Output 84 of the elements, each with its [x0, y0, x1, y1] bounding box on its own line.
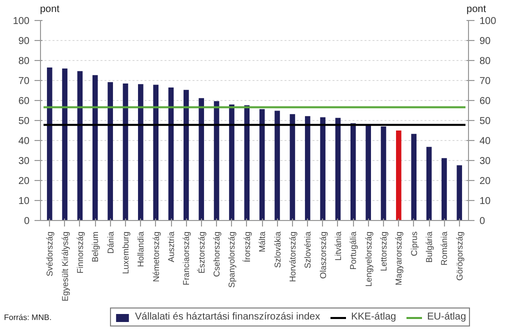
bar — [77, 71, 83, 220]
y2-tick-label: 80 — [480, 56, 492, 67]
y2-tick-label: 70 — [480, 76, 492, 87]
y-tick-label: 20 — [18, 176, 30, 187]
y-tick-label: 0 — [24, 216, 30, 227]
bar — [335, 118, 341, 220]
bar — [122, 84, 128, 220]
x-tick-label: Lengyelország — [363, 231, 374, 287]
legend-label: EU-átlag — [427, 312, 466, 322]
x-tick-label: Lettország — [378, 231, 389, 272]
bar — [259, 109, 265, 220]
bar — [138, 84, 144, 220]
y-tick-label: 50 — [18, 116, 30, 127]
y2-tick-label: 40 — [480, 136, 492, 147]
y2-tick-label: 90 — [480, 36, 492, 47]
y2-tick-label: 60 — [480, 96, 492, 107]
bar — [411, 134, 417, 220]
y-tick-label: 80 — [18, 56, 30, 67]
bar — [168, 88, 174, 220]
bar — [92, 75, 98, 220]
x-tick-label: Dánia — [105, 231, 116, 254]
x-tick-label: Spanyolország — [226, 231, 237, 288]
bar — [108, 82, 113, 220]
bar — [456, 165, 462, 220]
y-tick-label: 90 — [18, 36, 30, 47]
bar — [426, 146, 432, 220]
x-tick-label: Görögország — [454, 231, 464, 281]
x-tick-label: Szlovákia — [272, 231, 282, 268]
legend-label: KKE-átlag — [351, 312, 396, 322]
x-tick-label: Magyarország — [394, 231, 404, 286]
bar — [366, 124, 371, 220]
bar — [350, 123, 356, 220]
x-tick-label: Szlovénia — [302, 231, 313, 268]
bar — [244, 105, 250, 220]
y2-tick-label: 50 — [480, 116, 492, 127]
y2-tick-label: 0 — [480, 216, 486, 227]
y2-tick-label: 30 — [480, 156, 492, 167]
bar — [214, 101, 220, 220]
bar — [304, 116, 310, 220]
bar — [442, 158, 447, 220]
y2-axis-title: pont — [466, 3, 486, 17]
bar — [380, 126, 386, 220]
bar — [62, 68, 68, 220]
bar — [290, 114, 296, 220]
x-tick-label: Csehország — [212, 231, 222, 277]
bar — [320, 117, 326, 220]
x-tick-label: Észtország — [196, 231, 206, 274]
y2-tick-label: 20 — [480, 176, 492, 187]
bar — [229, 104, 234, 220]
x-tick-label: Hollandia — [136, 231, 146, 267]
x-tick-label: Egyesült Királyság — [60, 231, 70, 302]
y-axis-title: pont — [40, 3, 60, 17]
x-tick-label: Románia — [439, 231, 450, 266]
y2-tick-label: 100 — [480, 16, 497, 27]
x-tick-label: Franciaország — [181, 231, 192, 286]
x-tick-label: Írország — [242, 231, 252, 262]
y-tick-label: 60 — [18, 96, 30, 107]
y-tick-label: 70 — [18, 76, 30, 87]
x-tick-label: Olaszország — [318, 231, 328, 279]
x-tick-label: Luxemburg — [120, 231, 130, 274]
x-tick-label: Finnország — [74, 231, 85, 274]
bar — [274, 110, 280, 220]
x-tick-label: Svédország — [44, 231, 55, 276]
y-tick-label: 100 — [12, 16, 30, 27]
x-tick-label: Málta — [257, 231, 268, 252]
x-tick-label: Horvátország — [287, 231, 298, 282]
x-tick-label: Belgium — [90, 231, 100, 262]
bar — [396, 130, 402, 220]
bar — [46, 68, 52, 220]
y2-tick-label: 10 — [480, 196, 492, 207]
x-tick-label: Portugália — [348, 231, 358, 270]
y-tick-label: 40 — [18, 136, 30, 147]
x-tick-label: Bulgária — [424, 231, 434, 263]
x-tick-label: Németország — [150, 231, 161, 282]
bar — [198, 98, 204, 220]
x-tick-label: Ausztria — [166, 231, 176, 262]
bar — [153, 84, 159, 220]
y-tick-label: 10 — [18, 196, 30, 207]
bar — [184, 90, 189, 220]
y-tick-label: 30 — [18, 156, 30, 167]
text: Forrás: MNB. — [4, 312, 52, 324]
x-tick-label: Litvánia — [332, 231, 343, 261]
x-tick-label: Ciprus — [408, 232, 419, 256]
legend-label: Vállalati és háztartási finanszírozási index — [134, 312, 320, 322]
